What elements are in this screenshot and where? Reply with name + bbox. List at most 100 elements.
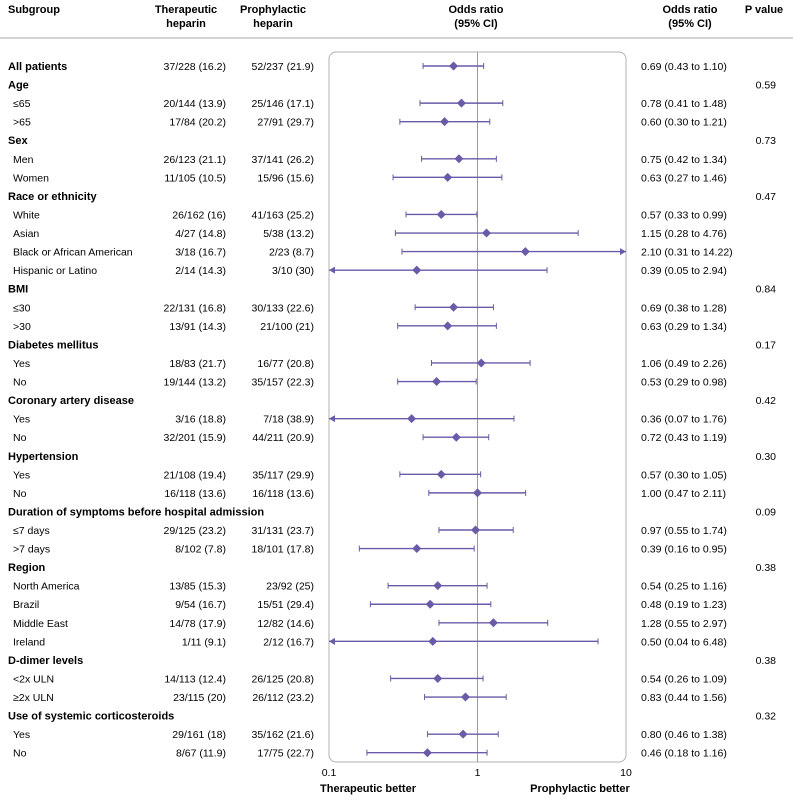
row-label: No <box>13 748 27 760</box>
point-estimate <box>460 692 470 702</box>
odds-ratio-ci-text: 0.50 (0.04 to 6.48) <box>641 636 727 648</box>
odds-ratio-ci-text: 0.54 (0.26 to 1.09) <box>641 673 727 685</box>
prophylactic-count: 2/12 (16.7) <box>263 636 314 648</box>
ci-arrow-left <box>329 637 335 645</box>
odds-ratio-ci-text: 1.28 (0.55 to 2.97) <box>641 618 727 630</box>
row-label: White <box>13 209 40 221</box>
p-value: 0.73 <box>756 135 777 147</box>
therapeutic-count: 1/11 (9.1) <box>182 636 226 648</box>
odds-ratio-ci-text: 0.60 (0.30 to 1.21) <box>641 117 727 129</box>
point-estimate <box>443 172 453 182</box>
therapeutic-count: 8/67 (11.9) <box>176 748 226 760</box>
row-label: ≤65 <box>13 98 31 110</box>
therapeutic-count: 32/201 (15.9) <box>164 432 226 444</box>
odds-ratio-ci-text: 0.54 (0.25 to 1.16) <box>641 581 727 593</box>
row-label: Yes <box>13 469 30 481</box>
prophylactic-count: 35/117 (29.9) <box>252 469 314 481</box>
odds-ratio-ci-text: 0.63 (0.29 to 1.34) <box>641 321 727 333</box>
therapeutic-count: 8/102 (7.8) <box>175 544 226 556</box>
row-label: >65 <box>13 117 31 129</box>
prophylactic-count: 25/146 (17.1) <box>252 98 314 110</box>
header-therapeutic-line2: heparin <box>166 18 206 30</box>
point-estimate <box>436 469 446 479</box>
prophylactic-count: 31/131 (23.7) <box>252 525 314 537</box>
row-label: No <box>13 377 27 389</box>
prophylactic-count: 35/157 (22.3) <box>252 377 314 389</box>
p-value: 0.84 <box>756 284 777 296</box>
point-estimate <box>443 321 453 331</box>
prophylactic-count: 41/163 (25.2) <box>252 209 314 221</box>
header-subgroup: Subgroup <box>8 4 60 16</box>
header-therapeutic-line1: Therapeutic <box>155 4 217 16</box>
prophylactic-count: 17/75 (22.7) <box>257 748 314 760</box>
group-label: Region <box>8 562 46 574</box>
odds-ratio-ci-text: 0.78 (0.41 to 1.48) <box>641 98 727 110</box>
prophylactic-count: 2/23 (8.7) <box>269 247 314 259</box>
x-tick-label: 0.1 <box>322 767 337 779</box>
therapeutic-count: 11/105 (10.5) <box>164 172 226 184</box>
therapeutic-count: 26/162 (16) <box>172 209 226 221</box>
x-tick-label: 10 <box>620 767 632 779</box>
prophylactic-count: 15/96 (15.6) <box>257 172 314 184</box>
odds-ratio-ci-text: 1.00 (0.47 to 2.11) <box>641 488 726 500</box>
prophylactic-count: 5/38 (13.2) <box>263 228 314 240</box>
point-estimate <box>428 636 438 646</box>
therapeutic-count: 14/78 (17.9) <box>169 618 226 630</box>
ci-arrow-left <box>329 415 335 423</box>
p-value: 0.38 <box>756 562 777 574</box>
odds-ratio-ci-text: 0.69 (0.43 to 1.10) <box>641 61 727 73</box>
odds-ratio-ci-text: 0.69 (0.38 to 1.28) <box>641 302 727 314</box>
row-label: Ireland <box>13 636 45 648</box>
row-label: No <box>13 432 27 444</box>
point-estimate <box>449 61 459 71</box>
footer-prophylactic-better: Prophylactic better <box>530 783 630 795</box>
point-estimate <box>458 729 468 739</box>
point-estimate <box>520 247 530 257</box>
prophylactic-count: 30/133 (22.6) <box>252 302 314 314</box>
p-value: 0.47 <box>756 191 777 203</box>
row-label: <2x ULN <box>13 673 54 685</box>
row-label: No <box>13 488 27 500</box>
ci-arrow-right <box>620 248 626 256</box>
point-estimate <box>422 748 432 758</box>
prophylactic-count: 44/211 (20.9) <box>252 432 314 444</box>
odds-ratio-ci-text: 0.39 (0.05 to 2.94) <box>641 265 727 277</box>
row-label: Brazil <box>13 599 39 611</box>
prophylactic-count: 18/101 (17.8) <box>252 544 314 556</box>
header-p-value: P value <box>745 4 783 16</box>
row-label: Middle East <box>13 618 68 630</box>
prophylactic-count: 23/92 (25) <box>266 581 314 593</box>
group-label: Coronary artery disease <box>8 395 134 407</box>
therapeutic-count: 14/113 (12.4) <box>164 673 226 685</box>
p-value: 0.32 <box>756 711 777 723</box>
therapeutic-count: 29/161 (18) <box>172 729 226 741</box>
odds-ratio-ci-text: 2.10 (0.31 to 14.22) <box>641 247 733 259</box>
header-odds-ratio-plot-line1: Odds ratio <box>448 4 503 16</box>
point-estimate <box>449 302 459 312</box>
p-value: 0.38 <box>756 655 777 667</box>
odds-ratio-ci-text: 0.39 (0.16 to 0.95) <box>641 544 727 556</box>
prophylactic-count: 7/18 (38.9) <box>263 414 314 426</box>
row-label: Women <box>13 172 49 184</box>
row-label: North America <box>13 581 80 593</box>
row-label: ≤30 <box>13 302 31 314</box>
therapeutic-count: 20/144 (13.9) <box>164 98 226 110</box>
row-label: Hispanic or Latino <box>13 265 97 277</box>
therapeutic-count: 19/144 (13.2) <box>164 377 226 389</box>
group-label: Age <box>8 80 29 92</box>
x-tick-label: 1 <box>475 767 481 779</box>
point-estimate <box>476 358 486 368</box>
therapeutic-count: 21/108 (19.4) <box>164 469 226 481</box>
therapeutic-count: 22/131 (16.8) <box>164 302 226 314</box>
group-label: Diabetes mellitus <box>8 339 98 351</box>
odds-ratio-ci-text: 0.75 (0.42 to 1.34) <box>641 154 727 166</box>
group-label: Use of systemic corticosteroids <box>8 711 174 723</box>
header-odds-ratio-text-line2: (95% CI) <box>668 18 712 30</box>
odds-ratio-ci-text: 0.80 (0.46 to 1.38) <box>641 729 727 741</box>
therapeutic-count: 16/118 (13.6) <box>164 488 226 500</box>
prophylactic-count: 3/10 (30) <box>272 265 314 277</box>
therapeutic-count: 4/27 (14.8) <box>175 228 226 240</box>
group-label: BMI <box>8 284 28 296</box>
header-prophylactic-line1: Prophylactic <box>240 4 306 16</box>
header-odds-ratio-text-line1: Odds ratio <box>662 4 717 16</box>
